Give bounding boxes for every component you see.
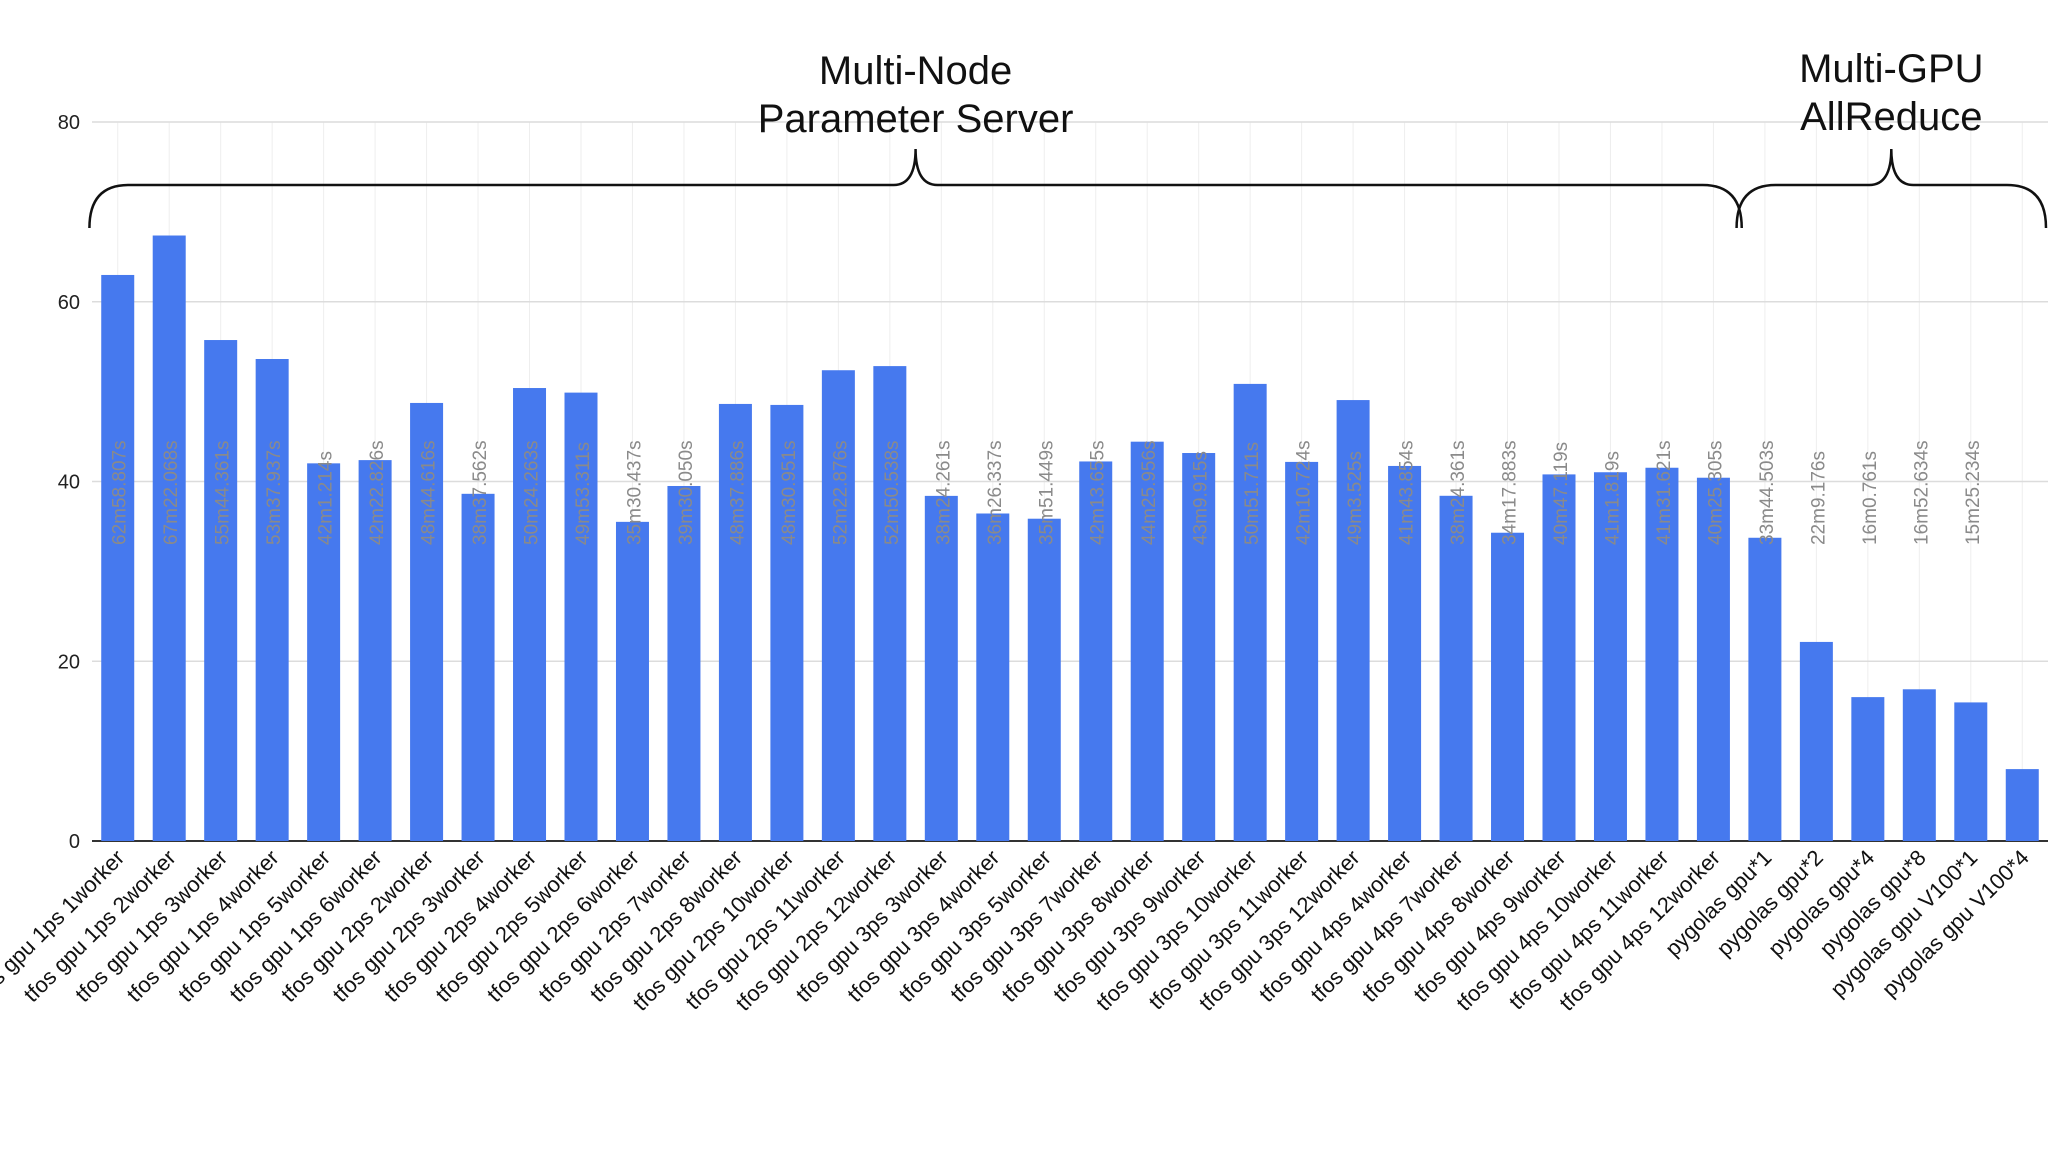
data-label: 42m10.724s (1294, 440, 1315, 545)
bar (564, 392, 598, 841)
data-label: 35m51.449s (1036, 440, 1057, 545)
bar (307, 463, 341, 841)
data-label: 38m24.361s (1448, 440, 1469, 545)
data-labels: 62m58.807s 67m22.068s 55m44.361s 53m37.937s… (110, 440, 1984, 545)
bar (1336, 400, 1370, 841)
data-label: 42m13.655s (1088, 440, 1109, 545)
group-label: Parameter Server (758, 97, 1074, 141)
bar (1851, 697, 1885, 841)
data-label: 40m25.305s (1705, 440, 1726, 545)
data-label: 49m3.525s (1345, 451, 1366, 545)
bar (1748, 537, 1782, 841)
data-label: 34m17.883s (1500, 440, 1521, 545)
group-brace (88, 148, 1743, 229)
data-label: 39m30.050s (676, 440, 697, 545)
data-label: 42m22.826s (367, 440, 388, 545)
data-label: 49m53.311s (573, 442, 594, 545)
bar (2005, 769, 2039, 841)
bar (461, 493, 495, 841)
data-label: 40m47.119s (1551, 442, 1572, 545)
bar (821, 370, 855, 841)
bar (152, 235, 186, 841)
data-label: 15m25.234s (1963, 440, 1984, 545)
bar (718, 403, 752, 841)
bar (1645, 467, 1679, 841)
data-label: 50m51.711s (1242, 442, 1263, 545)
bar (204, 340, 238, 841)
data-label: 16m52.634s (1911, 440, 1932, 545)
bar (1285, 461, 1319, 841)
bar (1079, 461, 1113, 841)
bar (1027, 518, 1061, 841)
bar (1233, 383, 1267, 841)
data-label: 16m0.761s (1860, 451, 1881, 545)
data-label: 36m26.337s (985, 440, 1006, 545)
bar (1542, 474, 1576, 841)
bar (1388, 465, 1422, 841)
data-label: 41m43.854s (1397, 440, 1418, 545)
data-label: 38m24.261s (933, 440, 954, 545)
y-tick-label: 20 (58, 651, 80, 673)
bar (1593, 472, 1627, 841)
bar (615, 521, 649, 841)
bar (101, 274, 135, 841)
data-label: 52m50.538s (882, 440, 903, 545)
bar (358, 460, 392, 841)
data-label: 48m44.616s (419, 440, 440, 545)
bar (255, 359, 289, 841)
bar (667, 485, 701, 841)
data-label: 42m1.214s (316, 451, 337, 545)
data-label: 67m22.068s (161, 440, 182, 545)
data-label: 44m25.956s (1139, 440, 1160, 545)
data-label: 22m9.176s (1808, 451, 1829, 545)
y-tick-label: 40 (58, 472, 80, 494)
group-label: Multi-Node (819, 49, 1012, 93)
data-label: 41m1.819s (1602, 451, 1623, 545)
bar (1799, 641, 1833, 841)
bar (513, 388, 547, 841)
data-label: 52m22.876s (830, 440, 851, 545)
data-label: 50m24.263s (522, 440, 543, 545)
y-tick-label: 60 (58, 292, 80, 314)
bar (770, 404, 804, 841)
data-label: 62m58.807s (110, 440, 131, 545)
group-label: AllReduce (1800, 95, 1982, 139)
data-label: 48m37.886s (727, 440, 748, 545)
group-brace (1735, 148, 2048, 229)
y-tick-label: 80 (58, 112, 80, 134)
bar (1439, 495, 1473, 841)
bar (873, 366, 907, 841)
data-label: 38m37.562s (470, 440, 491, 545)
bar (1902, 689, 1936, 841)
bar (410, 402, 444, 841)
data-label: 55m44.361s (213, 440, 234, 545)
bar (1130, 441, 1164, 841)
bar (1182, 453, 1216, 841)
bar (924, 495, 958, 841)
data-label: 43m9.915s (1191, 451, 1212, 545)
bar (1696, 477, 1730, 841)
bar (976, 513, 1010, 841)
bar (1491, 532, 1525, 841)
y-tick-label: 0 (69, 831, 80, 853)
data-label: 48m30.951s (779, 440, 800, 545)
group-label: Multi-GPU (1799, 47, 1983, 91)
bars (101, 235, 2039, 841)
y-axis-ticks: 0 20 40 60 80 (58, 112, 80, 853)
data-label: 53m37.937s (264, 440, 285, 545)
data-label: 33m44.503s (1757, 440, 1778, 545)
data-label: 41m31.621s (1654, 440, 1675, 545)
bar (1954, 702, 1988, 841)
data-label: 35m30.437s (624, 440, 645, 545)
